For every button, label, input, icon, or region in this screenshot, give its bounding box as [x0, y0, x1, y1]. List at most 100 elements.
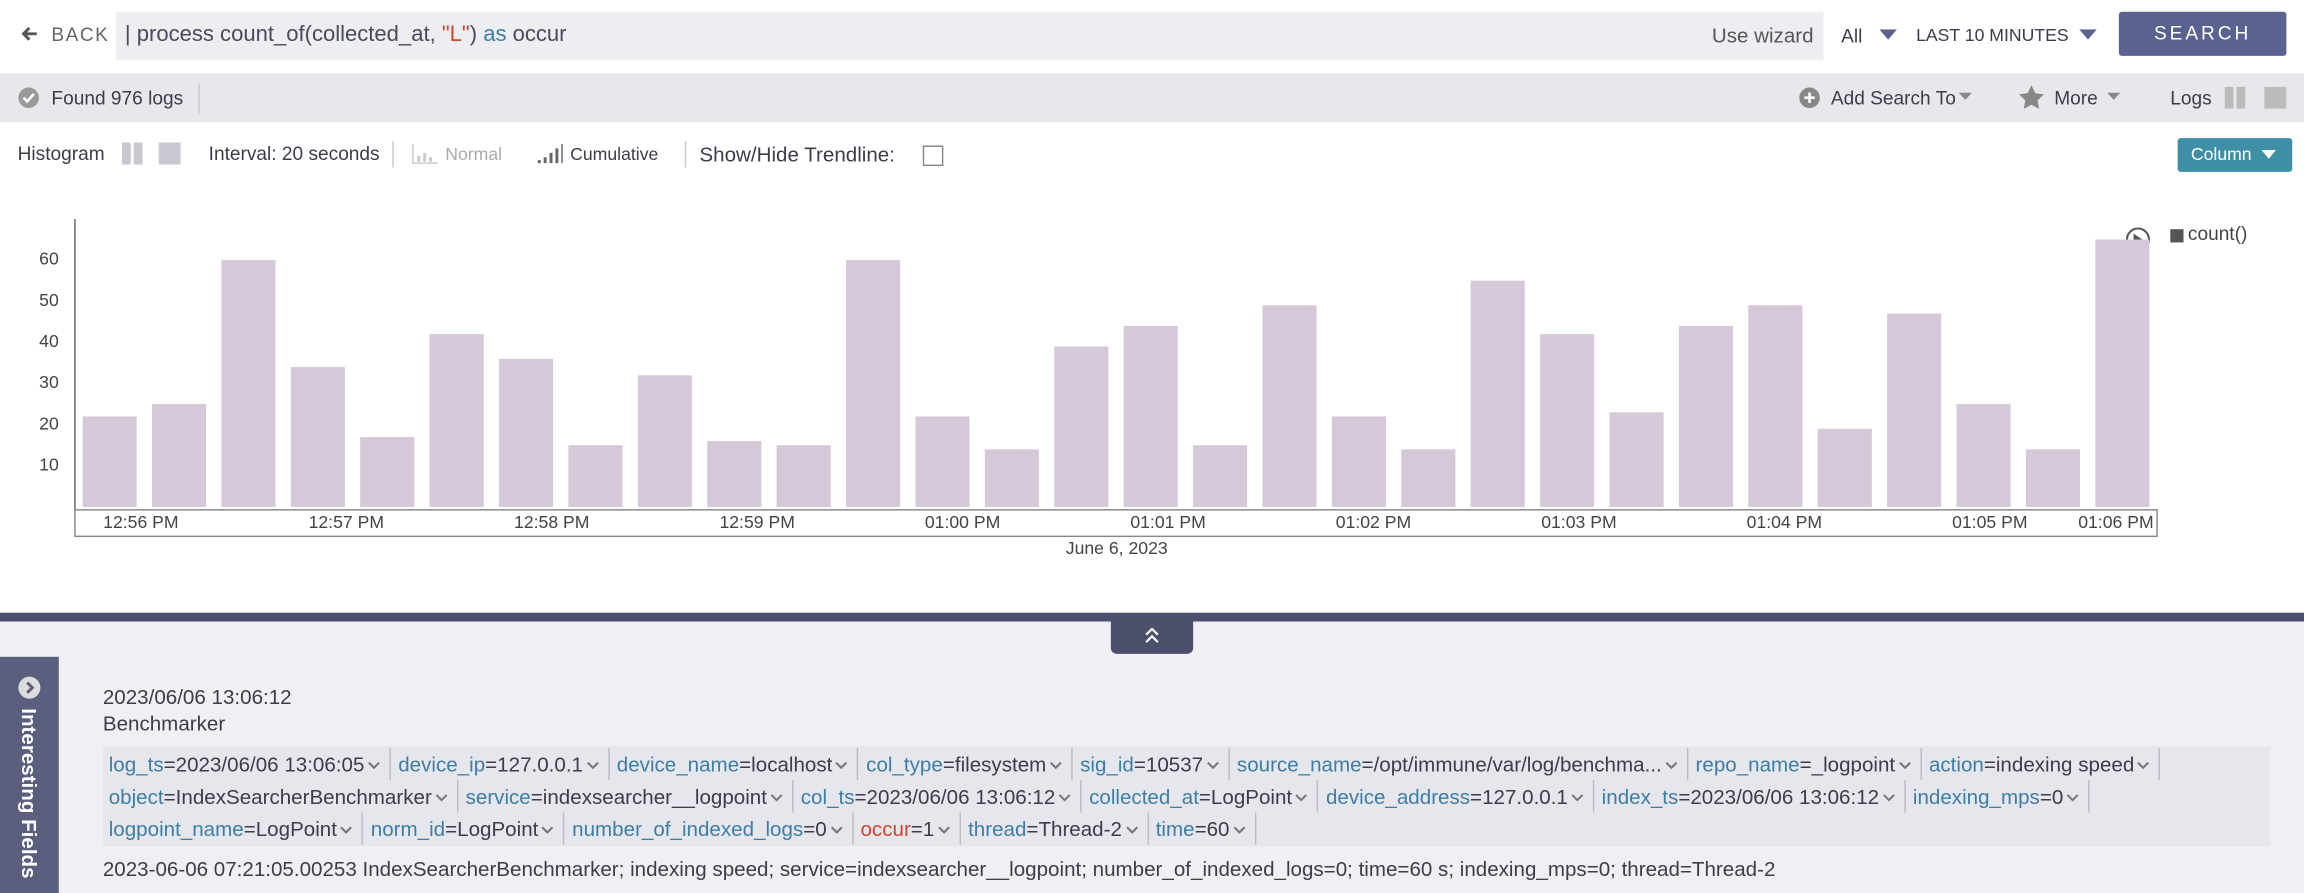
field-menu[interactable] — [340, 826, 353, 835]
field-menu[interactable] — [1571, 794, 1584, 803]
field[interactable]: source_name=/opt/immune/var/log/benchma.… — [1236, 747, 1689, 781]
field-separator: = — [163, 752, 176, 776]
back-button[interactable]: BACK — [51, 23, 110, 46]
field[interactable]: object=IndexSearcherBenchmarker — [109, 780, 459, 813]
field[interactable]: thread=Thread-2 — [968, 812, 1149, 845]
interval: Interval: 20 seconds — [208, 142, 380, 165]
field-value: indexsearcher__logpoint — [542, 784, 767, 809]
add-search-to[interactable]: Add Search To — [1830, 86, 1956, 109]
field-separator: = — [910, 816, 923, 841]
field-menu[interactable] — [435, 794, 448, 803]
chevron — [340, 826, 353, 835]
field-separator: = — [1194, 816, 1207, 841]
chevron — [2067, 794, 2079, 802]
chevron — [2137, 762, 2150, 770]
field[interactable]: indexing_mps=0 — [1913, 780, 2090, 813]
field[interactable]: index_ts=2023/06/06 13:06:12 — [1602, 780, 1906, 813]
field-key: device_address — [1325, 784, 1471, 809]
field-separator: = — [1983, 752, 1996, 776]
field-menu[interactable] — [1232, 826, 1245, 835]
field-value: 60 — [1206, 816, 1230, 841]
chevron — [937, 826, 950, 835]
field[interactable]: device_name=localhost — [617, 747, 859, 781]
chevron — [586, 762, 599, 770]
field-separator: = — [854, 784, 867, 809]
field-separator: = — [1133, 752, 1146, 776]
field[interactable]: logpoint_name=LogPoint — [109, 812, 364, 845]
field[interactable]: sig_id=10537 — [1080, 747, 1230, 781]
time-range[interactable]: LAST 10 MINUTES — [1916, 24, 2069, 46]
normal-mode[interactable]: Normal — [445, 144, 503, 165]
bar — [1331, 416, 1386, 507]
bar — [1054, 346, 1109, 507]
field[interactable]: action=indexing speed — [1929, 747, 2161, 781]
field-menu[interactable] — [937, 826, 950, 835]
field[interactable]: device_ip=127.0.0.1 — [398, 747, 610, 781]
field[interactable]: service=indexsearcher__logpoint — [466, 780, 794, 813]
check-icon — [18, 87, 39, 109]
trendline-checkbox[interactable] — [922, 145, 944, 167]
field-key: collected_at — [1089, 784, 1199, 809]
field-menu[interactable] — [541, 826, 554, 835]
bar — [1678, 325, 1734, 507]
field-menu[interactable] — [1058, 794, 1071, 803]
query-input[interactable] — [116, 11, 1824, 61]
x-tick-label: 12:59 PM — [719, 512, 794, 532]
field[interactable]: repo_name=_logpoint — [1696, 747, 1922, 781]
field-separator: = — [243, 816, 256, 841]
field-menu[interactable] — [770, 794, 783, 803]
chart-type-button[interactable] — [2177, 138, 2293, 172]
field-menu[interactable] — [835, 762, 848, 771]
field-menu[interactable] — [2137, 762, 2150, 771]
more-menu[interactable]: More — [2054, 86, 2098, 109]
field-separator: = — [1678, 784, 1691, 809]
field-key: number_of_indexed_logs — [572, 816, 804, 841]
y-tick-label: 50 — [39, 290, 59, 310]
field-key: source_name — [1236, 752, 1362, 776]
field[interactable]: number_of_indexed_logs=0 — [572, 812, 854, 845]
plus-icon — [1799, 87, 1820, 109]
back-arrow[interactable] — [21, 25, 39, 43]
field-menu[interactable] — [367, 762, 380, 771]
field-menu[interactable] — [1206, 762, 1219, 771]
wizard-link[interactable]: Use wizard — [1711, 23, 1814, 48]
cumulative-mode[interactable]: Cumulative — [570, 144, 659, 165]
field-menu[interactable] — [830, 826, 843, 835]
field-menu[interactable] — [586, 762, 599, 771]
field-menu[interactable] — [1665, 762, 1678, 771]
chart-type-label[interactable]: Column — [2190, 144, 2252, 165]
x-tick-label: 01:00 PM — [925, 512, 1000, 532]
y-tick-label: 10 — [39, 454, 59, 474]
chevrons-up — [1145, 627, 1159, 643]
query-token: occur — [506, 22, 567, 48]
field-separator: = — [445, 816, 458, 841]
scope-select[interactable]: All — [1841, 24, 1863, 48]
field-menu[interactable] — [1049, 762, 1062, 771]
field[interactable]: device_address=127.0.0.1 — [1325, 780, 1595, 813]
field[interactable]: occur=1 — [860, 812, 961, 845]
field-menu[interactable] — [1125, 826, 1138, 835]
chevron — [836, 762, 848, 770]
query-text[interactable]: | process count_of(collected_at, "L") as… — [125, 22, 567, 47]
histogram-toggle[interactable] — [121, 142, 181, 165]
field-menu[interactable] — [2066, 794, 2079, 803]
field[interactable]: col_ts=2023/06/06 13:06:12 — [801, 780, 1082, 813]
chevron — [1898, 762, 1911, 770]
field[interactable]: time=60 — [1156, 812, 1256, 845]
field[interactable]: col_type=filesystem — [866, 747, 1073, 781]
search-button[interactable]: SEARCH — [2118, 11, 2287, 56]
field-value: 2023/06/06 13:06:12 — [1690, 784, 1880, 809]
field[interactable]: norm_id=LogPoint — [371, 812, 565, 845]
expand-icon[interactable] — [18, 676, 42, 700]
view-toggle[interactable] — [2224, 86, 2287, 109]
chevron — [1665, 762, 1678, 770]
field-menu[interactable] — [1882, 794, 1895, 803]
field[interactable]: collected_at=LogPoint — [1089, 780, 1319, 813]
field-menu[interactable] — [1898, 762, 1911, 771]
sidebar-title[interactable]: Interesting Fields — [17, 708, 42, 879]
field-menu[interactable] — [1295, 794, 1308, 803]
field[interactable]: log_ts=2023/06/06 13:06:05 — [109, 747, 391, 781]
chart: June 6, 2023 10 20 30 40 50 60 12:56 PM 12:57 P… — [39, 218, 2247, 558]
